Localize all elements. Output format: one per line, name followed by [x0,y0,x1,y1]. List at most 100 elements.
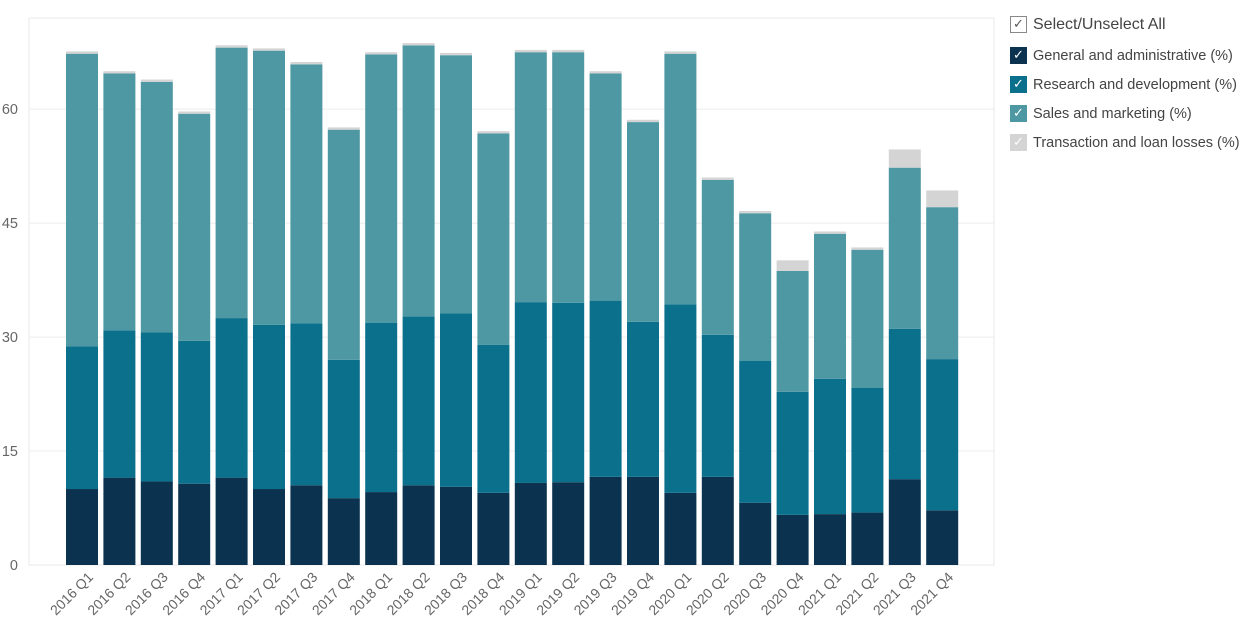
bar-segment[interactable] [664,51,697,54]
bar-segment[interactable] [888,479,921,565]
bar-segment[interactable] [103,73,136,331]
legend-item[interactable]: ✓ Research and development (%) [1010,70,1255,99]
bar-segment[interactable] [215,47,248,319]
bar-segment[interactable] [739,213,772,361]
bar-segment[interactable] [402,45,435,317]
bar-segment[interactable] [701,179,734,335]
bar-segment[interactable] [178,483,211,565]
bar-segment[interactable] [552,49,585,53]
bar-segment[interactable] [178,340,211,484]
bar-segment[interactable] [253,48,285,51]
bar-segment[interactable] [888,328,921,480]
bar-segment[interactable] [103,477,136,565]
bar-segment[interactable] [477,131,510,134]
bar-segment[interactable] [440,313,472,487]
bar-segment[interactable] [888,149,921,168]
bar-segment[interactable] [103,330,136,478]
bar-segment[interactable] [851,249,884,388]
bar-segment[interactable] [253,50,285,325]
bar-segment[interactable] [627,476,659,565]
bar-segment[interactable] [589,476,622,565]
bar-segment[interactable] [701,476,734,565]
bar-segment[interactable] [66,53,98,347]
bar-segment[interactable] [514,52,547,303]
bar-segment[interactable] [552,52,585,303]
bar-segment[interactable] [776,270,809,392]
bar-segment[interactable] [290,62,323,65]
bar-segment[interactable] [926,207,959,360]
bar-segment[interactable] [589,300,622,477]
bar-segment[interactable] [253,324,285,490]
bar-segment[interactable] [140,81,173,333]
bar-segment[interactable] [402,316,435,486]
bar-segment[interactable] [701,334,734,477]
bar-segment[interactable] [440,52,472,56]
bar-segment[interactable] [440,486,472,565]
bar-segment[interactable] [926,359,959,511]
bar-segment[interactable] [814,378,846,515]
bar-segment[interactable] [627,122,659,322]
bar-segment[interactable] [814,233,846,379]
bar-segment[interactable] [290,323,323,486]
bar-segment[interactable] [440,55,472,314]
bar-segment[interactable] [851,247,884,250]
bar-segment[interactable] [814,231,846,234]
check-icon[interactable]: ✓ [1010,76,1027,93]
bar-segment[interactable] [66,346,98,490]
bar-segment[interactable] [851,387,884,513]
legend-item[interactable]: ✓ General and administrative (%) [1010,41,1255,70]
bar-segment[interactable] [776,260,809,271]
bar-segment[interactable] [664,53,697,305]
bar-segment[interactable] [776,514,809,565]
bar-segment[interactable] [627,321,659,477]
bar-segment[interactable] [215,477,248,565]
bar-segment[interactable] [477,492,510,565]
bar-segment[interactable] [103,71,136,74]
bar-segment[interactable] [739,502,772,565]
legend-item[interactable]: ✓ Transaction and loan losses (%) [1010,128,1255,157]
bar-segment[interactable] [664,492,697,565]
bar-segment[interactable] [365,52,398,55]
bar-segment[interactable] [701,177,734,180]
bar-segment[interactable] [290,485,323,565]
legend-item[interactable]: ✓ Sales and marketing (%) [1010,99,1255,128]
bar-segment[interactable] [253,489,285,565]
bar-segment[interactable] [589,73,622,301]
check-icon[interactable]: ✓ [1010,134,1027,151]
bar-segment[interactable] [140,79,173,82]
checkbox-icon[interactable]: ✓ [1010,16,1027,33]
bar-segment[interactable] [589,71,622,74]
bar-segment[interactable] [215,45,248,48]
bar-segment[interactable] [402,485,435,565]
bar-segment[interactable] [664,304,697,493]
bar-segment[interactable] [178,111,211,114]
bar-segment[interactable] [514,302,547,483]
bar-segment[interactable] [365,492,398,565]
bar-segment[interactable] [926,190,959,208]
bar-segment[interactable] [814,514,846,565]
bar-segment[interactable] [327,498,360,565]
bar-segment[interactable] [402,43,435,46]
bar-segment[interactable] [627,119,659,123]
bar-segment[interactable] [140,481,173,565]
bar-segment[interactable] [514,49,547,53]
bar-segment[interactable] [888,167,921,329]
check-icon[interactable]: ✓ [1010,47,1027,64]
bar-segment[interactable] [327,129,360,360]
bar-segment[interactable] [140,332,173,482]
bar-segment[interactable] [327,127,360,130]
bar-segment[interactable] [552,302,585,483]
bar-segment[interactable] [365,54,398,323]
bar-segment[interactable] [477,344,510,493]
bar-segment[interactable] [365,322,398,493]
bar-segment[interactable] [66,489,98,565]
bar-segment[interactable] [926,510,959,565]
bar-segment[interactable] [739,360,772,503]
bar-segment[interactable] [477,133,510,345]
bar-segment[interactable] [514,482,547,565]
select-all-toggle[interactable]: ✓ Select/Unselect All [1010,12,1255,37]
bar-segment[interactable] [327,359,360,499]
bar-segment[interactable] [739,210,772,214]
bar-segment[interactable] [178,113,211,341]
bar-segment[interactable] [552,482,585,565]
